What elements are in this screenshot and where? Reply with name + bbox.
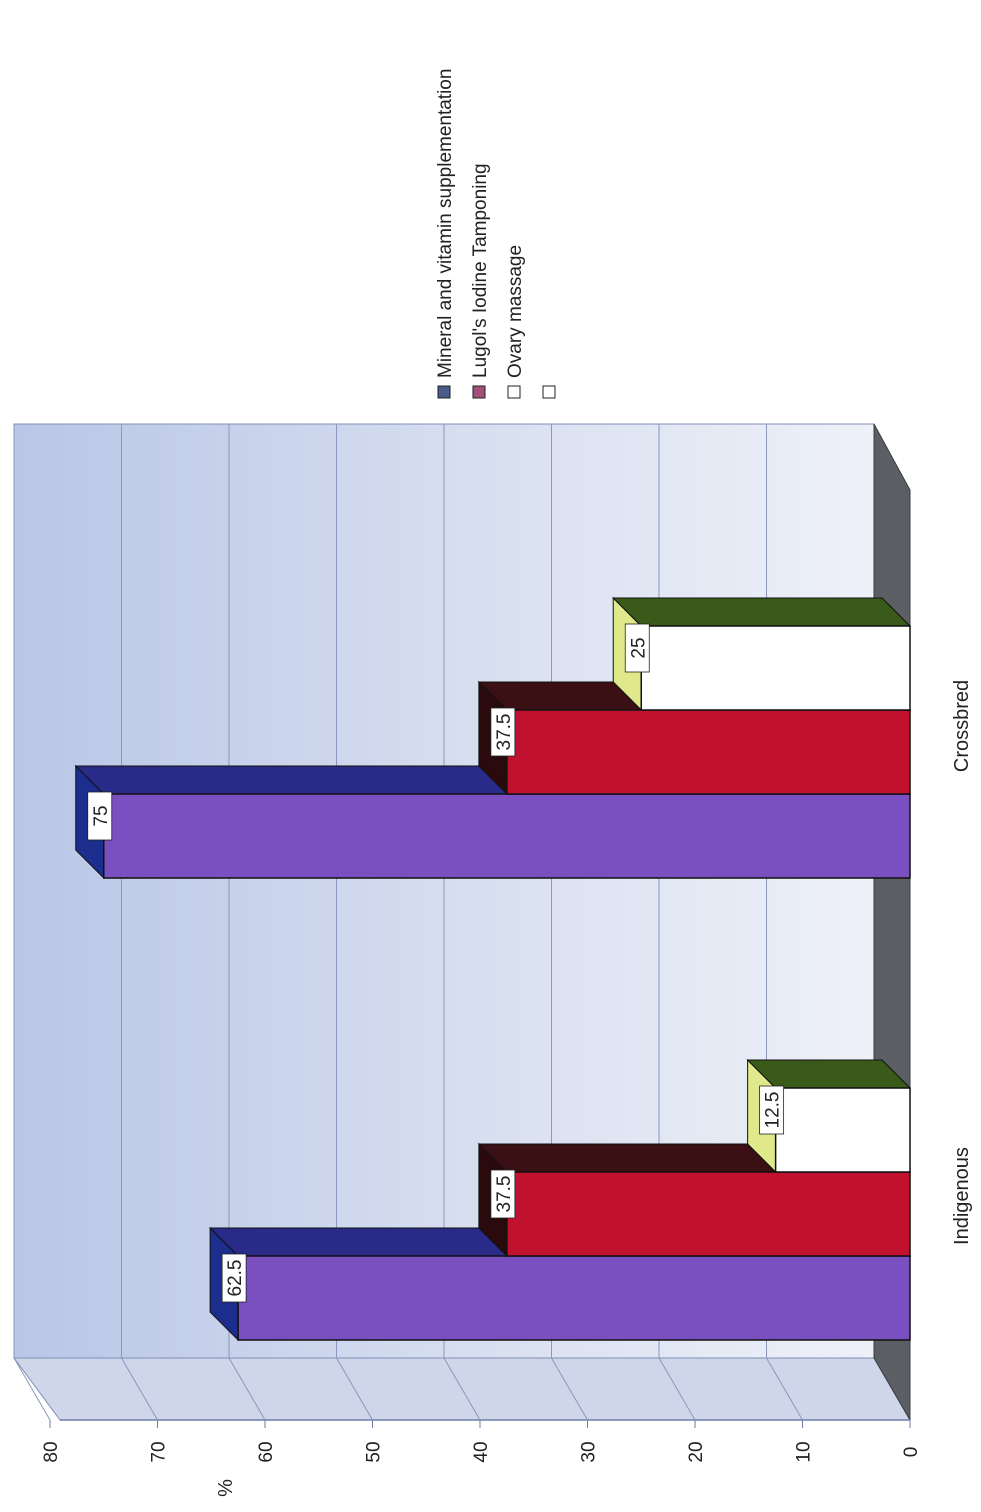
legend-swatch (473, 386, 485, 398)
data-label: 37.5 (494, 1176, 515, 1213)
legend-label: Lugol's Iodine Tamponing (470, 163, 491, 378)
tick-label: 60 (256, 1441, 277, 1462)
legend-label: Ovary massage (505, 245, 526, 378)
tick-label: 30 (579, 1441, 600, 1462)
category-axis-labels: Indigenous Crossbred (951, 680, 973, 1245)
data-label: 25 (628, 637, 649, 658)
bar (104, 794, 910, 878)
legend-swatch (543, 386, 555, 398)
legend-label: Mineral and vitamin supplementation (435, 69, 456, 378)
data-label: 37.5 (494, 714, 515, 751)
tick-label: 20 (686, 1441, 707, 1462)
data-label: 62.5 (225, 1260, 246, 1297)
tick-label: 40 (471, 1441, 492, 1462)
legend: Mineral and vitamin supplementation Lugol… (435, 69, 555, 398)
category-label: Crossbred (951, 680, 973, 772)
data-label: 75 (91, 805, 112, 826)
data-label: 12.5 (763, 1092, 784, 1129)
tick-label: 0 (901, 1447, 922, 1458)
legend-swatch (438, 386, 450, 398)
bar (641, 626, 910, 710)
tick-label: 80 (41, 1441, 62, 1462)
bar-side-face (748, 1060, 910, 1088)
bar (776, 1088, 910, 1172)
bar-side-face (613, 598, 910, 626)
bar (238, 1256, 910, 1340)
bar (507, 710, 910, 794)
legend-swatch (508, 386, 520, 398)
value-axis-ticks: 0 10 20 30 40 50 60 70 80 (41, 1420, 922, 1463)
bar (507, 1172, 910, 1256)
value-axis-title: % (215, 1479, 237, 1497)
category-label: Indigenous (951, 1147, 973, 1245)
tick-label: 10 (794, 1441, 815, 1462)
tick-label: 70 (149, 1441, 170, 1462)
tick-label: 50 (364, 1441, 385, 1462)
